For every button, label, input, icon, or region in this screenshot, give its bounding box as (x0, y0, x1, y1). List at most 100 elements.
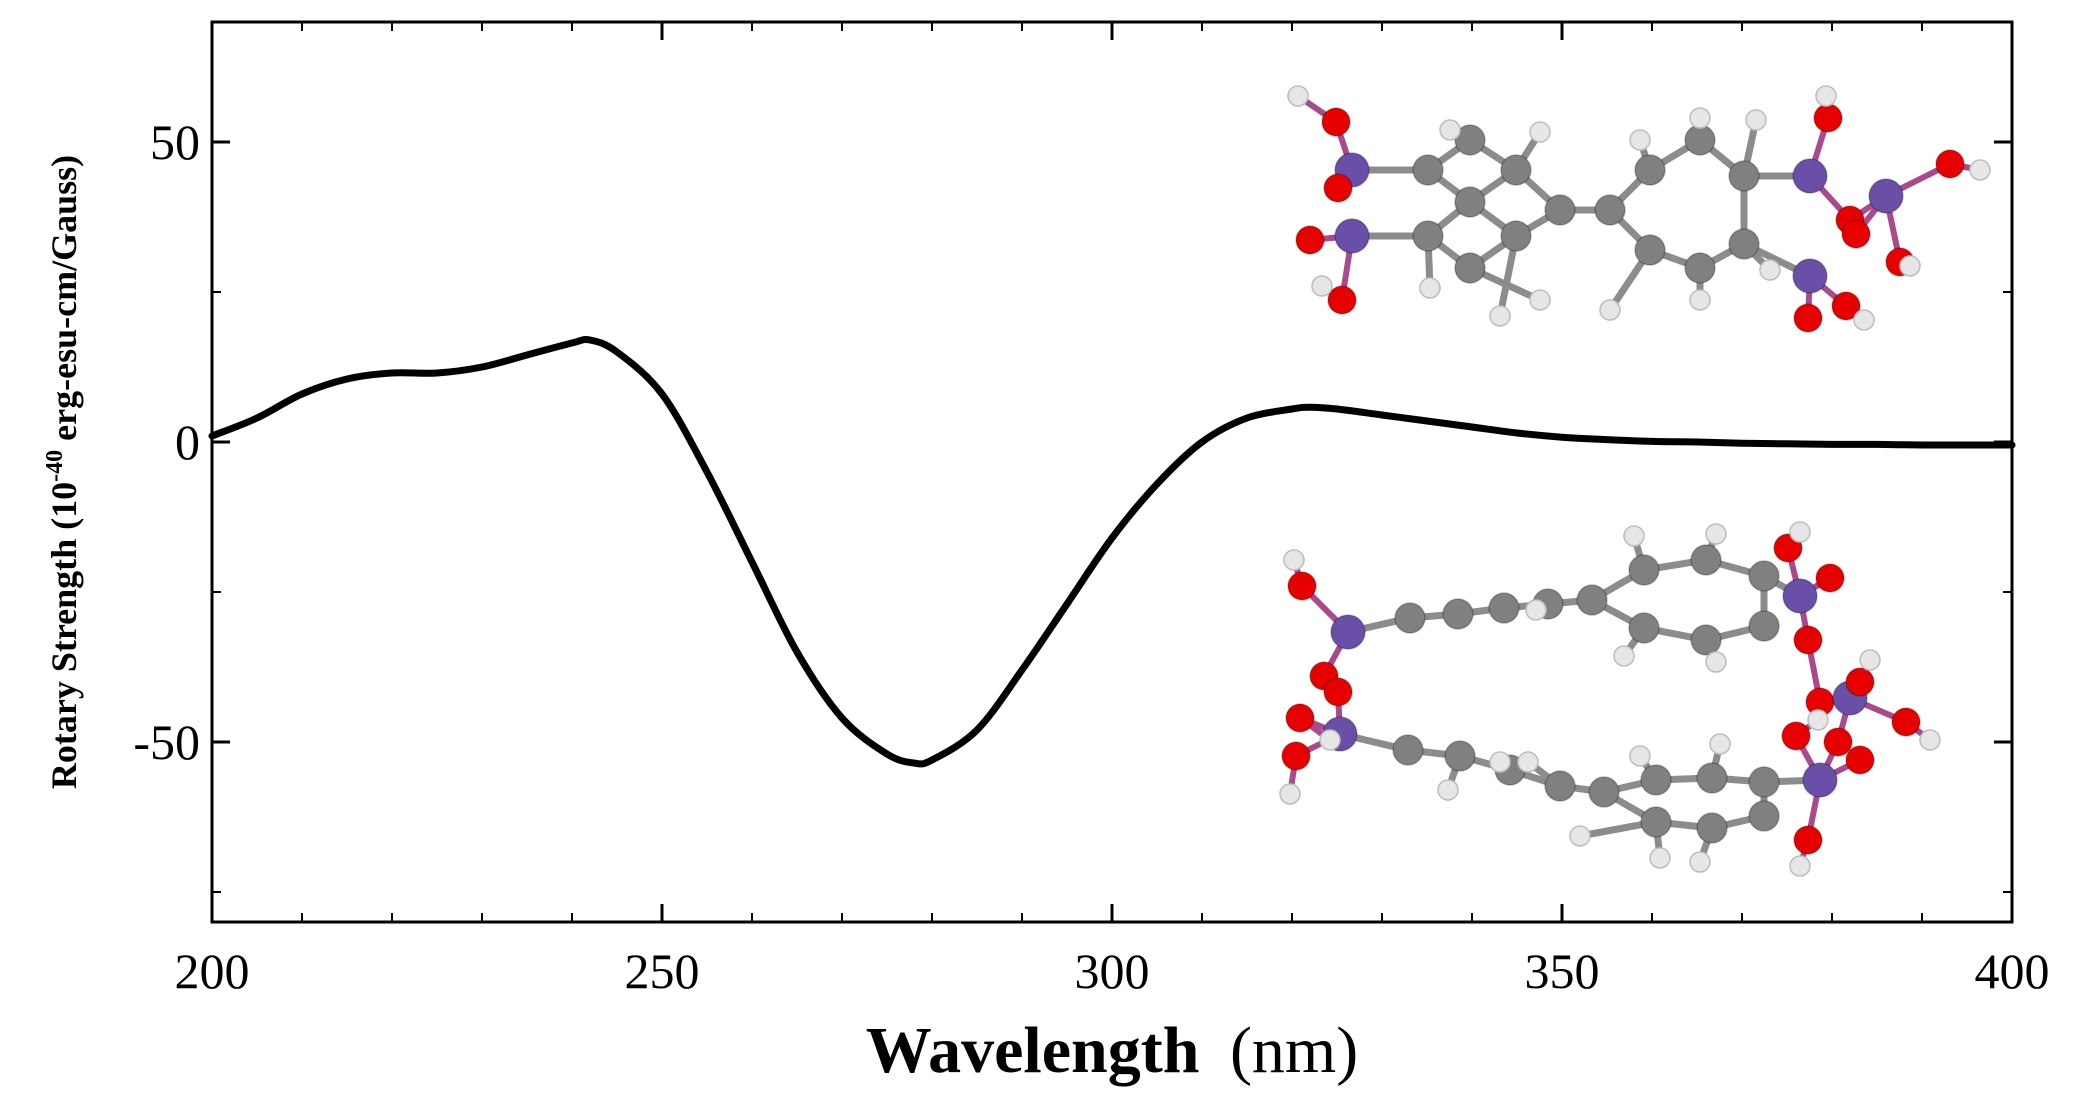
molecule-model-bottom (1279, 521, 1941, 877)
atom (1489, 305, 1511, 327)
atom (1281, 741, 1311, 771)
atom (1689, 851, 1711, 873)
series-line (208, 335, 2016, 768)
atom (1841, 219, 1871, 249)
y-tick-label: 50 (150, 114, 200, 170)
atom (1629, 129, 1651, 151)
atom (1748, 800, 1780, 832)
atom (1311, 275, 1333, 297)
atom (1330, 614, 1366, 650)
atom (1500, 154, 1532, 186)
atom (1392, 734, 1424, 766)
atom (1696, 762, 1728, 794)
atom (1709, 733, 1731, 755)
atom (1544, 194, 1576, 226)
atom (1782, 578, 1818, 614)
atom (1599, 299, 1621, 321)
atom (1859, 649, 1881, 671)
atom (1279, 783, 1301, 805)
atom (1634, 154, 1666, 186)
x-tick-label: 200 (175, 943, 250, 999)
atom (1689, 107, 1711, 129)
atom (1815, 563, 1845, 593)
atom (1745, 109, 1767, 131)
atom (1285, 703, 1315, 733)
atom (1728, 228, 1760, 260)
atom (1544, 770, 1576, 802)
atom (1789, 521, 1811, 543)
atom (1412, 220, 1444, 252)
x-tick-label: 300 (1075, 943, 1150, 999)
atom (1629, 745, 1651, 767)
atom (1588, 776, 1620, 808)
atom (1442, 598, 1474, 630)
atom (1517, 751, 1539, 773)
atom (1748, 610, 1780, 642)
atom (1437, 779, 1459, 801)
atom (1789, 855, 1811, 877)
atom (1823, 727, 1853, 757)
atom (1845, 745, 1875, 775)
atom (1323, 677, 1353, 707)
y-tick-label: 0 (175, 414, 200, 470)
atom (1728, 160, 1760, 192)
atom (1454, 124, 1486, 156)
atom (1919, 729, 1941, 751)
atom (1488, 592, 1520, 624)
atom (1394, 602, 1426, 634)
atom (1295, 225, 1325, 255)
atom (1793, 625, 1823, 655)
atom (1899, 255, 1921, 277)
y-axis-label-exponent: -40 (42, 450, 68, 482)
atom (1802, 762, 1838, 798)
atom (1525, 599, 1547, 621)
atom (1287, 85, 1309, 107)
atom (1853, 309, 1875, 331)
atom (1327, 285, 1357, 315)
x-axis-label: Wavelength (nm) (866, 1014, 1358, 1087)
plot-frame (210, 20, 2014, 924)
atom (1628, 612, 1660, 644)
atom (1868, 178, 1904, 214)
atom (1705, 523, 1727, 545)
atom (1321, 107, 1351, 137)
x-tick-label: 350 (1525, 943, 1600, 999)
atom (1319, 729, 1341, 751)
atom (1283, 549, 1305, 571)
atom (1690, 544, 1722, 576)
atom (1640, 764, 1672, 796)
atom (1628, 554, 1660, 586)
axis-ticks (210, 22, 2014, 922)
atom (1792, 158, 1828, 194)
atom (1489, 751, 1511, 773)
atom (1623, 525, 1645, 547)
molecule-model-top (1287, 85, 1991, 333)
atom (1845, 667, 1875, 697)
atom (1781, 721, 1811, 751)
atom (1813, 103, 1843, 133)
atom (1419, 277, 1441, 299)
atom (1454, 186, 1486, 218)
atom (1935, 149, 1965, 179)
atom (1689, 289, 1711, 311)
atom (1793, 825, 1823, 855)
y-axis-label: Rotary Strength (10-40 erg-esu-cm/Gauss) (42, 155, 84, 789)
atom (1684, 124, 1716, 156)
atom (1412, 154, 1444, 186)
atom (1705, 651, 1727, 673)
atom (1891, 707, 1921, 737)
atom (1684, 252, 1716, 284)
axis-tick-labels: 200 250 300 350 400 50 0 -50 (133, 114, 2049, 999)
series-points (211, 339, 2013, 764)
x-tick-label: 400 (1975, 943, 2050, 999)
y-axis-label-title: Rotary Strength (10 (44, 482, 84, 789)
atom (1569, 825, 1591, 847)
x-axis-label-unit: (nm) (1230, 1014, 1358, 1087)
atom (1690, 624, 1722, 656)
atom (1793, 303, 1823, 333)
atom (1792, 258, 1828, 294)
atom (1576, 584, 1608, 616)
atom (1831, 291, 1861, 321)
atom (1529, 289, 1551, 311)
